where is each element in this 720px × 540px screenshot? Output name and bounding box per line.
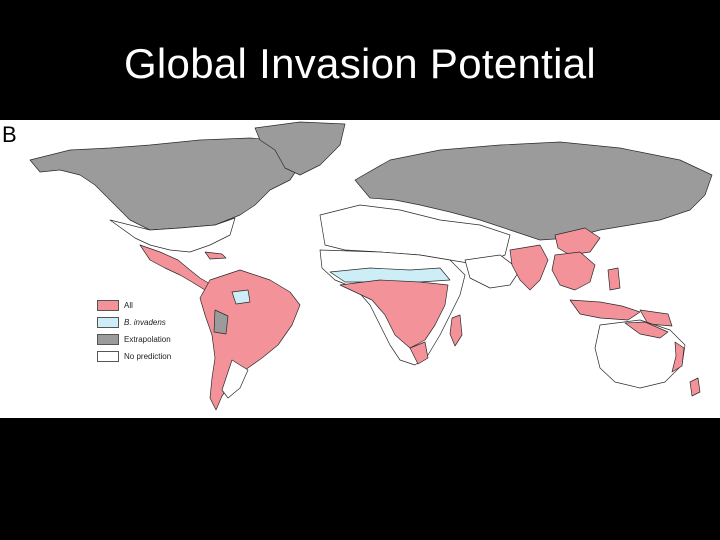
eurasia-extrapolation	[354, 141, 713, 241]
new-zealand-all	[689, 377, 701, 397]
africa-tropical-all	[339, 279, 449, 349]
se-asia-all	[551, 251, 596, 291]
caribbean-all	[204, 251, 227, 260]
legend-item-extrapolation: Extrapolation	[97, 333, 171, 346]
legend-swatch-all	[97, 300, 119, 311]
south-america-invadens	[231, 289, 251, 305]
central-america-all	[139, 244, 213, 291]
africa-sahel-invadens	[329, 267, 451, 283]
slide-title: Global Invasion Potential	[123, 40, 597, 87]
legend-swatch-no-prediction	[97, 351, 119, 362]
legend-label: Extrapolation	[124, 335, 171, 344]
south-america-extrapolation	[213, 309, 229, 335]
world-map	[29, 121, 713, 411]
philippines-all	[607, 267, 621, 291]
legend-label: All	[124, 301, 133, 310]
south-america-all	[199, 269, 301, 411]
legend-swatch-invadens	[97, 317, 119, 328]
indonesia-all	[569, 299, 641, 321]
panel-label: B	[2, 122, 17, 147]
australia-north-coast-all	[624, 321, 669, 339]
legend-label: No prediction	[124, 352, 172, 361]
southern-cone-no-prediction	[221, 359, 249, 399]
new-guinea-all	[639, 309, 673, 327]
australia-no-prediction	[594, 319, 686, 389]
se-africa-all	[409, 341, 429, 365]
madagascar-all	[449, 314, 463, 347]
india-all	[509, 244, 549, 291]
us-south-no-prediction	[109, 217, 236, 253]
legend-item-invadens: B. invadens	[97, 316, 171, 329]
arabia-no-prediction	[464, 254, 521, 289]
map-panel: B All B. invadens Extrapolation No predi…	[0, 120, 720, 418]
south-china-all	[554, 227, 601, 256]
legend-swatch-extrapolation	[97, 334, 119, 345]
legend-label: B. invadens	[124, 318, 166, 327]
north-america-extrapolation	[29, 137, 313, 231]
legend-item-all: All	[97, 299, 171, 312]
map-legend: All B. invadens Extrapolation No predict…	[97, 299, 171, 367]
greenland-extrapolation	[254, 121, 346, 176]
legend-item-no-prediction: No prediction	[97, 350, 171, 363]
australia-east-coast-all	[671, 341, 685, 373]
